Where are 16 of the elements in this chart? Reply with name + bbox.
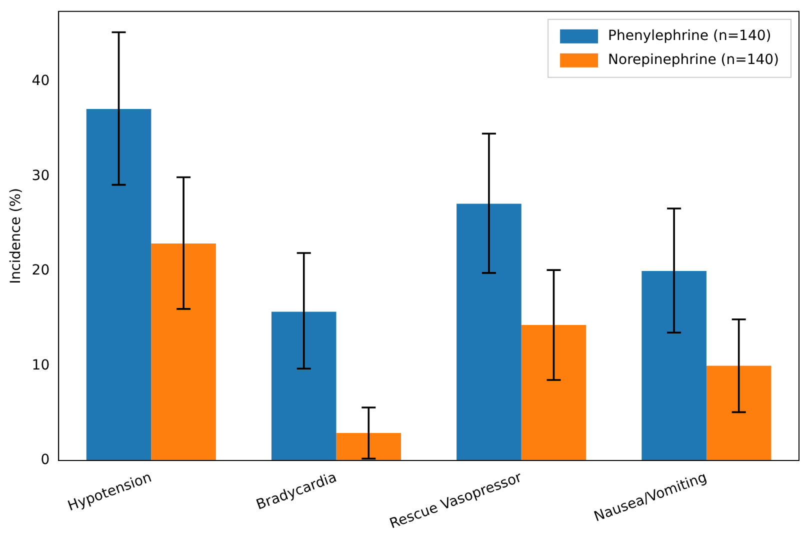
bar [706, 366, 772, 461]
bar [521, 325, 586, 461]
bar [271, 312, 336, 461]
y-tick-label: 0 [40, 452, 50, 468]
legend-label: Phenylephrine (n=140) [608, 28, 772, 44]
bar [456, 204, 522, 461]
y-axis-title: Incidence (%) [8, 188, 24, 284]
bar [642, 271, 706, 461]
bar [86, 108, 152, 461]
y-tick-label: 40 [32, 73, 50, 90]
bar [336, 433, 402, 461]
y-tick-label: 20 [32, 262, 50, 279]
y-tick-label: 10 [32, 357, 50, 374]
bar [151, 244, 216, 461]
legend-label: Norepinephrine (n=140) [608, 52, 779, 68]
y-tick-label: 30 [32, 168, 50, 184]
